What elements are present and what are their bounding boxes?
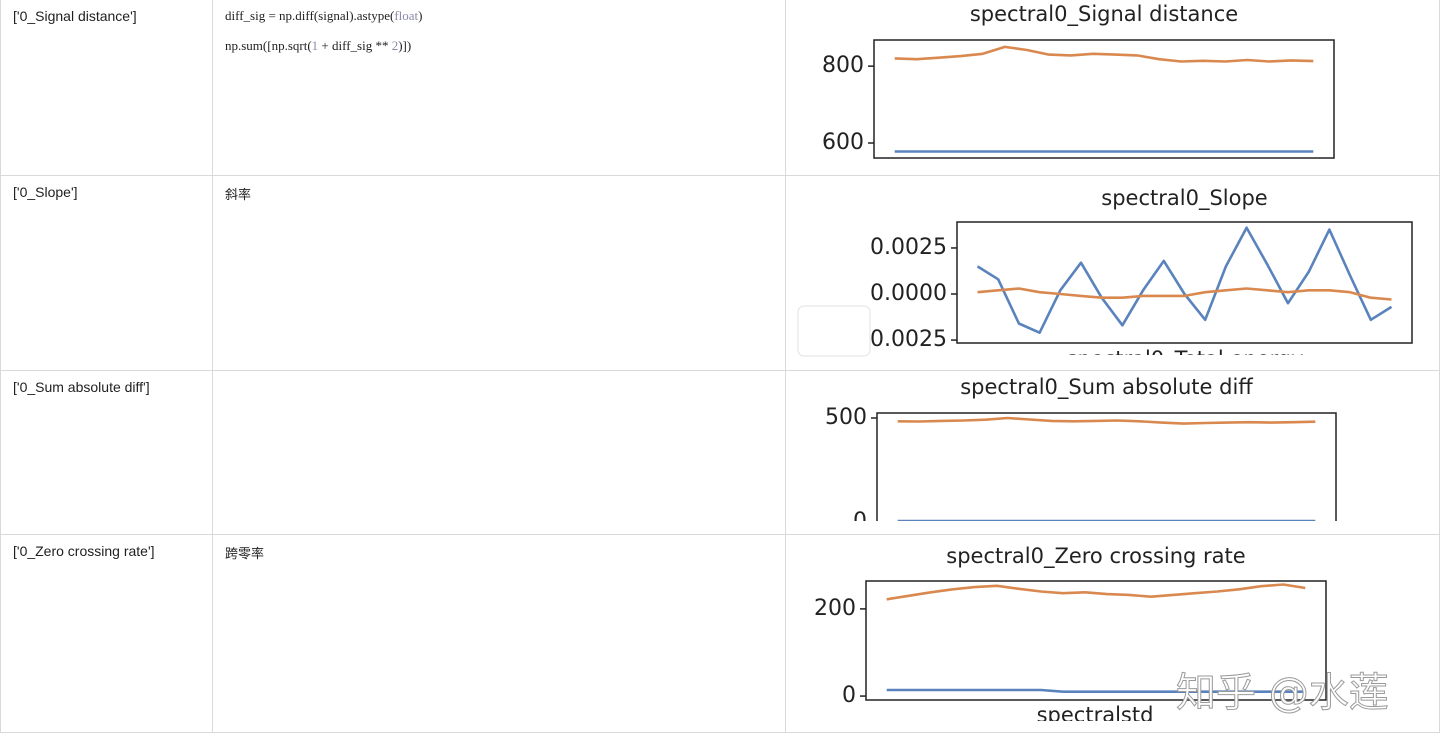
description-line: diff_sig = np.diff(signal).astype(float): [225, 8, 773, 24]
chart: spectral0_Slope−0.00250.00000.0025spectr…: [852, 186, 1413, 372]
chart-title: spectral0_Slope: [1101, 186, 1267, 211]
axes-frame: [865, 580, 1327, 701]
axes-frame: [873, 39, 1335, 159]
chart-title: spectral0_Sum absolute diff: [960, 375, 1253, 400]
y-tick-label: 800: [822, 53, 864, 78]
code-segment: np.sum([np.sqrt(: [225, 38, 312, 53]
series-line: [977, 287, 1392, 301]
description-line: 斜率: [225, 184, 773, 203]
clipped-caption: spectralstd: [1037, 703, 1154, 727]
code-segment: 跨零率: [225, 546, 265, 561]
chart-title: spectral0_Signal distance: [970, 2, 1238, 27]
code-segment: 2: [391, 38, 399, 53]
chart: spectral0_Signal distance 600 800: [822, 2, 1335, 159]
code-segment: diff_sig = np.diff(signal).astype(: [225, 8, 395, 23]
feature-cell: ['0_Zero crossing rate']: [0, 535, 213, 733]
y-tick-label: 200: [814, 596, 856, 621]
code-segment: )]): [398, 38, 412, 53]
watermark: 知乎 @水莲: [1176, 670, 1390, 717]
y-tick-label: 0.0025: [870, 235, 947, 260]
series-line: [886, 688, 1306, 694]
y-tick-label: 0: [853, 509, 867, 534]
description-line: np.sum([np.sqrt(1 + diff_sig ** 2)]): [225, 38, 773, 54]
description-cell: 斜率: [213, 176, 786, 371]
code-segment: 斜率: [225, 187, 252, 202]
code-segment: + diff_sig **: [318, 38, 392, 53]
series-line: [897, 416, 1316, 425]
feature-cell: ['0_Sum absolute diff']: [0, 371, 213, 535]
code-segment: float: [394, 8, 419, 23]
description-cell: diff_sig = np.diff(signal).astype(float)…: [213, 0, 786, 176]
description-line: 跨零率: [225, 543, 773, 562]
chart: spectral0_Sum absolute diff 0 500: [825, 375, 1337, 534]
feature-cell: ['0_Slope']: [0, 176, 213, 371]
code-segment: ): [418, 8, 423, 23]
popup-edge: [797, 305, 871, 357]
y-tick-label: 500: [825, 405, 867, 430]
description-cell: [213, 371, 786, 535]
clipped-caption: spectral0_Total energy: [1066, 347, 1303, 372]
code-segment: 1: [311, 38, 319, 53]
series-line: [976, 226, 1393, 335]
axes-frame: [876, 412, 1337, 521]
feature-cell: ['0_Signal distance']: [0, 0, 213, 176]
y-tick-label: 0.0000: [870, 281, 947, 306]
description-cell: 跨零率: [213, 535, 786, 733]
chart-title: spectral0_Zero crossing rate: [946, 544, 1245, 569]
y-tick-label: 600: [822, 130, 864, 155]
axes-frame: [956, 221, 1413, 344]
chart: spectral0_Zero crossing rate 0 200 spectral…: [814, 544, 1327, 727]
series-line: [894, 45, 1314, 63]
series-line: [886, 583, 1306, 601]
y-tick-label: 0: [842, 683, 856, 708]
